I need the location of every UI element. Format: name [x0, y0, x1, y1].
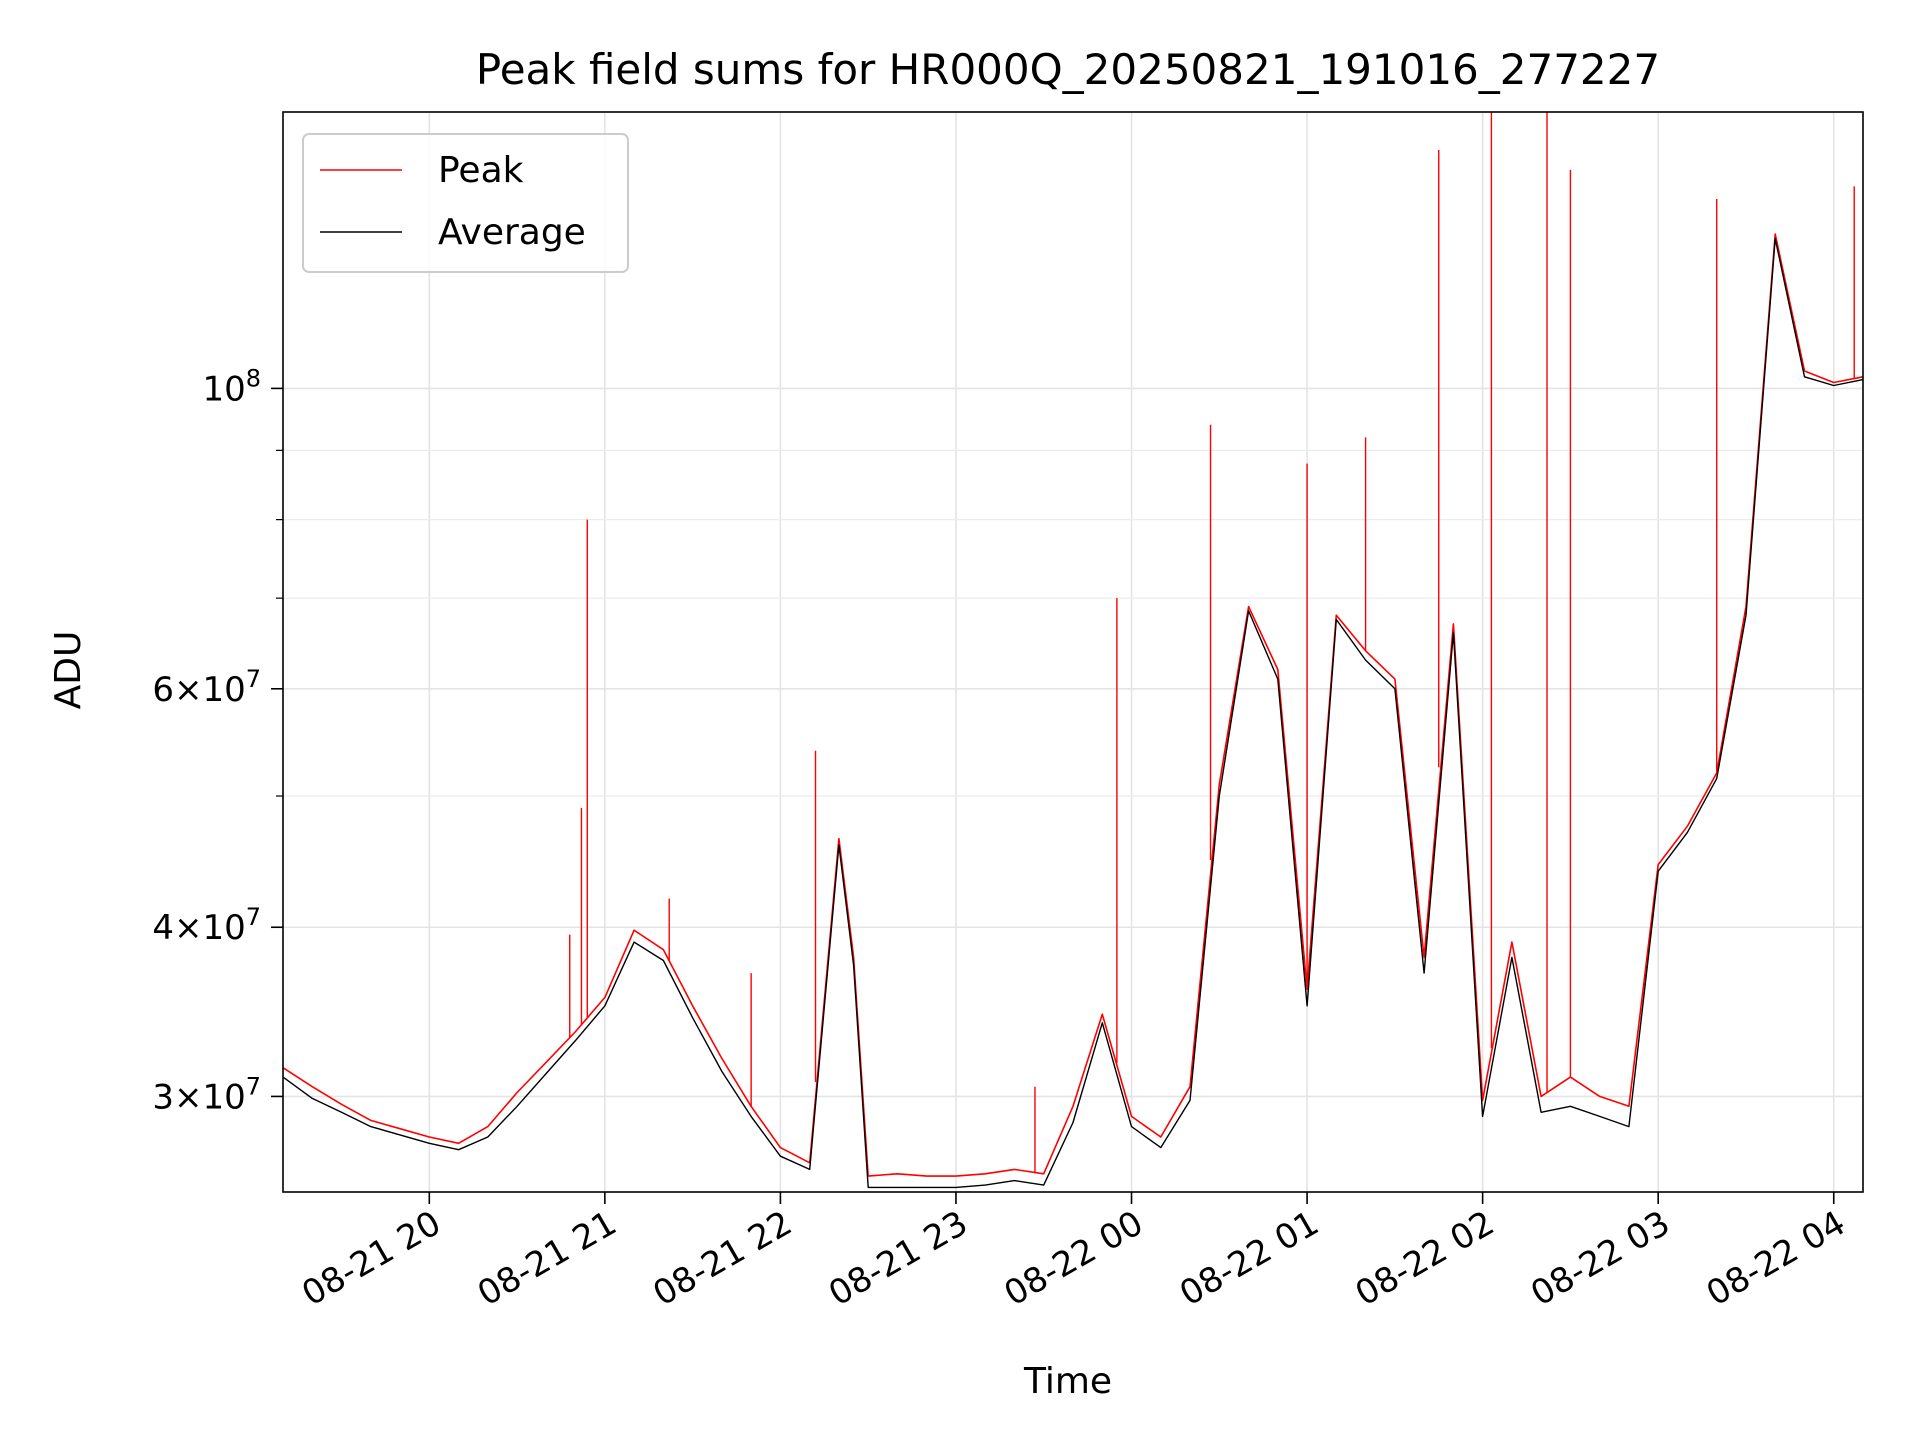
legend-average-label: Average — [438, 212, 586, 253]
legend-peak-label: Peak — [438, 150, 524, 191]
plot-lines — [282, 112, 1864, 1189]
y-tick-label: 6×107 — [152, 665, 261, 710]
legend: Peak Average — [302, 133, 629, 273]
chart-title: Peak field sums for HR000Q_20250821_1910… — [476, 45, 1660, 94]
y-axis: 3×107 4×107 6×107 108 — [152, 364, 283, 1117]
plot-frame — [282, 111, 1864, 1193]
x-axis-label: Time — [1023, 1361, 1112, 1402]
y-tick-label: 3×107 — [152, 1072, 261, 1117]
y-tick-label: 4×107 — [152, 903, 261, 948]
y-tick-label: 108 — [202, 364, 261, 409]
series-line-peak — [282, 233, 1864, 1177]
y-axis-label: ADU — [48, 631, 89, 710]
legend-box — [302, 133, 629, 273]
series-line-average — [282, 237, 1864, 1189]
